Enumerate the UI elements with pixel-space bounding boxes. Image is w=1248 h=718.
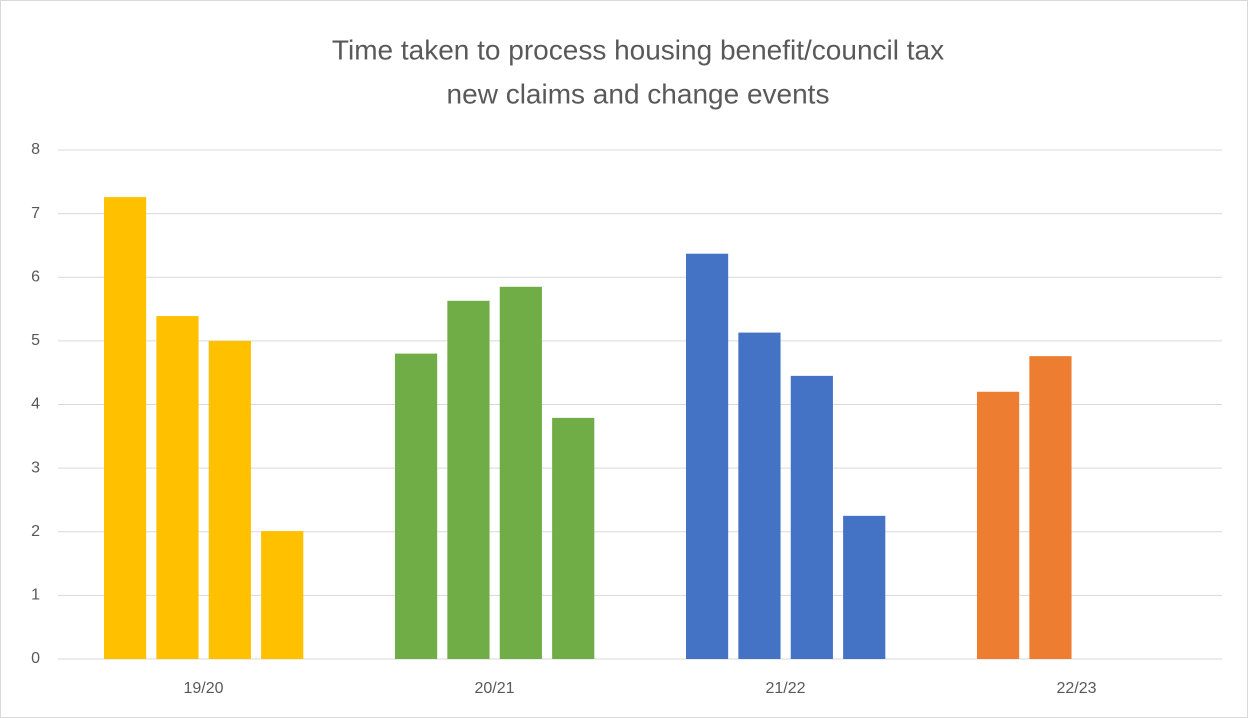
bar (738, 332, 781, 659)
x-tick-label: 22/23 (1056, 680, 1096, 697)
y-tick-label: 8 (31, 141, 40, 158)
bar (976, 391, 1020, 659)
y-tick-label: 0 (31, 650, 40, 667)
bar (843, 515, 886, 659)
x-tick-label: 19/20 (183, 680, 223, 697)
bar (103, 197, 147, 659)
chart-title: Time taken to process housing benefit/co… (332, 34, 944, 65)
chart-title: new claims and change events (447, 78, 830, 109)
x-tick-label: 21/22 (765, 680, 805, 697)
bar (394, 353, 438, 659)
bar (261, 531, 304, 659)
bar (1029, 356, 1072, 659)
bar (552, 417, 595, 659)
y-tick-label: 4 (31, 396, 40, 413)
y-tick-label: 3 (31, 459, 40, 476)
y-tick-label: 6 (31, 268, 40, 285)
bar (499, 286, 542, 659)
bar (447, 300, 490, 659)
bar (208, 340, 251, 659)
bar (790, 375, 833, 659)
y-tick-label: 2 (31, 523, 40, 540)
y-tick-label: 1 (31, 587, 40, 604)
y-tick-label: 7 (31, 205, 40, 222)
bar (156, 316, 199, 659)
y-tick-label: 5 (31, 332, 40, 349)
bar (685, 253, 729, 660)
x-tick-label: 20/21 (474, 680, 514, 697)
